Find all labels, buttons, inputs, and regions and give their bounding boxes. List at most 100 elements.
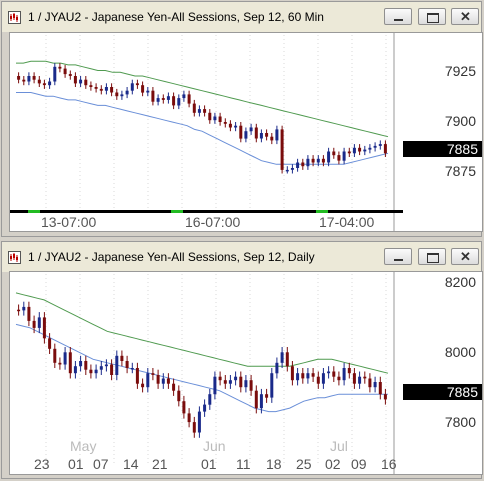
- candle-body: [321, 373, 325, 384]
- candle-body: [182, 94, 186, 99]
- candle-body: [285, 352, 289, 367]
- candle-body: [327, 151, 331, 163]
- candle-body: [166, 96, 170, 100]
- candle-body: [234, 125, 238, 128]
- candlestick-plot: [16, 33, 395, 231]
- session-marker: [316, 210, 328, 213]
- x-tick-label: 18: [266, 456, 282, 472]
- candle-body: [135, 83, 139, 86]
- candle-body: [89, 369, 93, 374]
- candle-body: [161, 378, 165, 384]
- y-tick-label: 8000: [444, 344, 476, 360]
- candle-body: [84, 361, 88, 370]
- candle-body: [151, 373, 155, 375]
- candle-body: [352, 147, 356, 154]
- close-icon: ✕: [460, 9, 471, 24]
- candle-body: [347, 368, 351, 374]
- maximize-button[interactable]: [418, 8, 446, 25]
- price-chart-hourly[interactable]: 7925 7900 7875 7885 13-07:00 16-07:00 17…: [9, 32, 483, 232]
- price-chart-daily[interactable]: 8200 8000 7800 7885 May Jun Jul 23 01 07…: [9, 271, 483, 475]
- x-tick-label: 01: [68, 456, 84, 472]
- candle-body: [17, 76, 21, 80]
- candle-body: [337, 376, 341, 381]
- candle-body: [239, 376, 243, 388]
- candle-body: [244, 380, 248, 388]
- x-tick-label: 21: [152, 456, 168, 472]
- candle-body: [208, 394, 212, 405]
- upper-band-line: [15, 292, 389, 374]
- x-tick-label: 16-07:00: [185, 214, 241, 230]
- candle-body: [228, 380, 232, 384]
- candle-body: [192, 103, 196, 113]
- candle-body: [115, 355, 119, 375]
- candle-body: [73, 366, 77, 374]
- candle-body: [228, 123, 232, 128]
- chart-window-hourly: 1 / JYAU2 - Japanese Yen-All Sessions, S…: [1, 1, 483, 237]
- month-label: Jun: [203, 438, 226, 454]
- candle-body: [290, 366, 294, 381]
- x-tick-label: 14: [123, 456, 139, 472]
- candle-body: [32, 76, 36, 80]
- candle-body: [187, 413, 191, 423]
- candle-body: [68, 352, 72, 374]
- x-tick-label: 25: [296, 456, 312, 472]
- candle-body: [27, 76, 31, 82]
- candle-body: [187, 94, 191, 104]
- window-title: 1 / JYAU2 - Japanese Yen-All Sessions, S…: [28, 10, 324, 24]
- candle-body: [42, 317, 46, 339]
- close-button[interactable]: ✕: [451, 8, 479, 25]
- candle-body: [130, 368, 134, 370]
- candle-body: [306, 373, 310, 379]
- candle-body: [63, 352, 67, 365]
- minimize-button[interactable]: [384, 248, 412, 265]
- candle-body: [22, 79, 26, 82]
- chart-window-daily: 1 / JYAU2 - Japanese Yen-All Sessions, S…: [1, 241, 483, 479]
- candle-body: [363, 149, 367, 152]
- candle-body: [213, 376, 217, 395]
- candle-body: [254, 127, 258, 139]
- candle-body: [115, 92, 119, 97]
- window-titlebar[interactable]: 1 / JYAU2 - Japanese Yen-All Sessions, S…: [2, 242, 481, 272]
- candle-body: [110, 364, 114, 375]
- candle-body: [358, 376, 362, 384]
- minimize-button[interactable]: [384, 8, 412, 25]
- candle-body: [373, 382, 377, 388]
- candle-body: [363, 376, 367, 379]
- close-button[interactable]: ✕: [451, 248, 479, 265]
- candle-body: [259, 394, 263, 409]
- candle-body: [161, 98, 165, 100]
- candle-body: [296, 162, 300, 168]
- x-tick-label: 13-07:00: [41, 214, 97, 230]
- x-tick-label: 02: [325, 456, 341, 472]
- x-tick-label: 07: [93, 456, 109, 472]
- maximize-button[interactable]: [418, 248, 446, 265]
- candle-body: [58, 362, 62, 365]
- x-tick-label: 23: [34, 456, 50, 472]
- candle-body: [53, 66, 57, 82]
- candle-body: [27, 306, 31, 321]
- candle-body: [311, 158, 315, 163]
- candle-body: [203, 404, 207, 412]
- candle-body: [259, 133, 263, 139]
- candle-body: [280, 129, 284, 170]
- candle-body: [156, 375, 160, 384]
- candle-body: [383, 394, 387, 400]
- candle-body: [48, 338, 52, 349]
- candle-body: [53, 348, 57, 363]
- candle-body: [249, 380, 253, 391]
- candle-body: [332, 371, 336, 377]
- candle-body: [48, 81, 52, 86]
- candle-body: [63, 68, 67, 75]
- x-tick-label: 01: [201, 456, 217, 472]
- candle-body: [37, 79, 41, 84]
- candle-body: [342, 151, 346, 161]
- candlestick-plot: [15, 272, 395, 474]
- candle-body: [73, 76, 77, 84]
- candle-body: [321, 158, 325, 163]
- candle-body: [270, 373, 274, 398]
- candle-body: [368, 147, 372, 150]
- candle-body: [239, 125, 243, 139]
- candle-body: [218, 116, 222, 122]
- candle-body: [275, 129, 279, 141]
- window-titlebar[interactable]: 1 / JYAU2 - Japanese Yen-All Sessions, S…: [2, 2, 481, 32]
